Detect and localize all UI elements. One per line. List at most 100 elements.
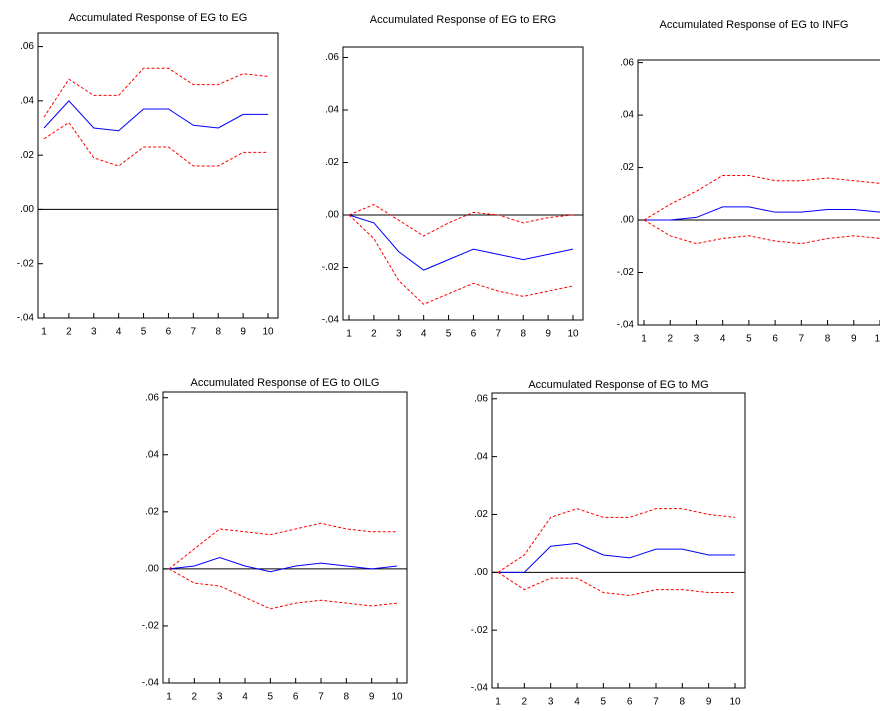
chart-title: Accumulated Response of EG to ERG (370, 14, 556, 26)
x-tick-label: 9 (240, 327, 246, 338)
x-tick-label: 10 (391, 692, 403, 703)
y-tick-label: .00 (325, 210, 339, 221)
y-tick-label: .02 (325, 157, 339, 168)
y-tick-label: .02 (20, 150, 34, 161)
x-tick-label: 8 (344, 692, 350, 703)
plot-frame (342, 46, 584, 321)
x-tick-label: 4 (574, 697, 580, 708)
x-tick-label: 6 (772, 334, 778, 345)
x-tick-label: 8 (680, 697, 686, 708)
series-line (43, 100, 268, 132)
x-tick-label: 5 (446, 329, 452, 340)
series-line (497, 571, 735, 596)
y-tick-label: -.02 (17, 258, 35, 269)
y-tick-label: .04 (474, 451, 488, 462)
y-tick-label: .06 (325, 52, 339, 63)
y-tick-label: .00 (145, 564, 159, 575)
x-tick-label: 7 (496, 329, 502, 340)
x-tick-label: 8 (215, 327, 221, 338)
x-tick-label: 2 (667, 334, 673, 345)
plot-frame (162, 391, 408, 684)
x-tick-label: 3 (548, 697, 554, 708)
x-tick-label: 7 (653, 697, 659, 708)
y-tick-label: .06 (20, 41, 34, 52)
y-tick-label: .06 (145, 392, 159, 403)
y-tick-label: .02 (145, 506, 159, 517)
x-tick-label: 6 (471, 329, 477, 340)
y-tick-label: -.02 (617, 267, 635, 278)
series-line (348, 214, 574, 305)
x-tick-label: 10 (567, 329, 579, 340)
y-tick-label: .00 (20, 204, 34, 215)
plot-frame (491, 392, 746, 689)
x-tick-label: 7 (799, 334, 805, 345)
y-tick-label: -.04 (471, 683, 489, 694)
x-tick-label: 10 (729, 697, 741, 708)
x-tick-label: 4 (242, 692, 248, 703)
x-tick-label: 10 (874, 334, 880, 345)
y-tick-label: .06 (474, 393, 488, 404)
y-tick-label: -.02 (322, 262, 340, 273)
series-line (168, 522, 397, 570)
y-tick-label: -.02 (142, 621, 160, 632)
y-tick-label: .04 (325, 105, 339, 116)
x-tick-label: 5 (141, 327, 147, 338)
plot-frame (637, 59, 880, 326)
y-tick-label: -.02 (471, 625, 489, 636)
x-tick-label: 2 (192, 692, 198, 703)
x-tick-label: 7 (191, 327, 197, 338)
y-tick-label: .04 (620, 110, 634, 121)
x-tick-label: 6 (627, 697, 633, 708)
y-tick-label: .02 (620, 162, 634, 173)
x-tick-label: 5 (268, 692, 274, 703)
x-tick-label: 10 (262, 327, 274, 338)
series-line (168, 568, 398, 610)
x-tick-label: 4 (421, 329, 427, 340)
x-tick-label: 4 (116, 327, 122, 338)
y-tick-label: -.04 (617, 320, 635, 331)
x-tick-label: 9 (545, 329, 551, 340)
x-tick-label: 3 (694, 334, 700, 345)
x-tick-label: 7 (318, 692, 324, 703)
x-tick-label: 5 (746, 334, 752, 345)
x-tick-label: 6 (293, 692, 299, 703)
chart-title: Accumulated Response of EG to MG (528, 379, 708, 391)
series-line (644, 206, 880, 221)
chart-title: Accumulated Response of EG to OILG (191, 377, 380, 389)
x-tick-label: 9 (851, 334, 857, 345)
series-line (497, 508, 736, 573)
y-tick-label: -.04 (322, 315, 340, 326)
x-tick-label: 2 (522, 697, 528, 708)
x-tick-label: 5 (601, 697, 607, 708)
y-tick-label: .02 (474, 509, 488, 520)
x-tick-label: 9 (369, 692, 375, 703)
x-tick-label: 3 (396, 329, 402, 340)
x-tick-label: 8 (520, 329, 526, 340)
x-tick-label: 1 (346, 329, 352, 340)
x-tick-label: 2 (66, 327, 72, 338)
x-tick-label: 4 (720, 334, 726, 345)
y-tick-label: -.04 (17, 313, 35, 324)
x-tick-label: 9 (706, 697, 712, 708)
y-tick-label: .00 (620, 215, 634, 226)
x-tick-label: 1 (641, 334, 647, 345)
x-tick-label: 8 (825, 334, 831, 345)
series-line (43, 121, 268, 167)
series-line (348, 203, 574, 237)
series-line (643, 174, 880, 221)
x-tick-label: 1 (495, 697, 501, 708)
x-tick-label: 3 (91, 327, 97, 338)
y-tick-label: .00 (474, 567, 488, 578)
x-tick-label: 1 (166, 692, 172, 703)
x-tick-label: 6 (166, 327, 172, 338)
series-line (43, 67, 269, 118)
series-line (348, 214, 574, 271)
plot-frame (37, 32, 279, 319)
series-line (168, 556, 398, 573)
chart-title: Accumulated Response of EG to INFG (660, 19, 849, 31)
chart-title: Accumulated Response of EG to EG (69, 12, 248, 24)
x-tick-label: 3 (217, 692, 223, 703)
y-tick-label: .06 (620, 57, 634, 68)
x-tick-label: 2 (371, 329, 377, 340)
